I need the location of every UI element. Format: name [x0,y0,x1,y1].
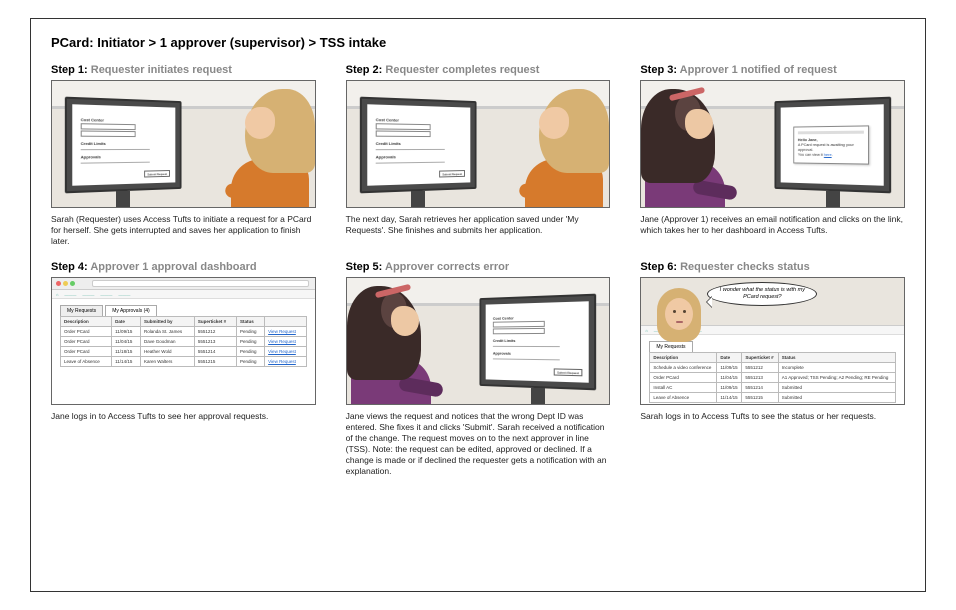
sarah-avatar [215,89,315,208]
step-5: Step 5: Approver corrects error Cost Cen… [346,261,611,477]
step-2-sub: Requester completes request [385,64,539,76]
step-1-caption: Sarah (Requester) uses Access Tufts to i… [51,214,316,247]
step-3-label: Step 3: [640,64,677,76]
step-2-caption: The next day, Sarah retrieves her applic… [346,214,611,236]
step-6: Step 6: Requester checks status I wonder… [640,261,905,477]
step-6-label: Step 6: [640,261,677,273]
step-2: Step 2: Requester completes request Cost… [346,64,611,247]
step-1-title: Step 1: Requester initiates request [51,64,316,76]
step-5-label: Step 5: [346,261,383,273]
step-grid: Step 1: Requester initiates request Cost… [51,64,905,477]
step-3: Step 3: Approver 1 notified of request H… [640,64,905,247]
step-4-sub: Approver 1 approval dashboard [90,261,256,273]
step-6-title: Step 6: Requester checks status [640,261,905,273]
tab-my-requests: My Requests [649,341,692,352]
page-title: PCard: Initiator > 1 approver (superviso… [51,35,905,50]
step-1-label: Step 1: [51,64,88,76]
step-3-title: Step 3: Approver 1 notified of request [640,64,905,76]
approvals-table: DescriptionDateSubmitted bySuperticket #… [60,316,307,367]
step-4-label: Step 4: [51,261,88,273]
jane-avatar [641,89,745,208]
sarah-face-icon [657,288,701,342]
step-1-sub: Requester initiates request [91,64,232,76]
step-3-caption: Jane (Approver 1) receives an email noti… [640,214,905,236]
step-5-caption: Jane views the request and notices that … [346,411,611,477]
requests-table: DescriptionDateSuperticket #Status Sched… [649,352,896,403]
email-link: here [824,152,832,157]
storyboard-page: PCard: Initiator > 1 approver (superviso… [30,18,926,592]
jane-avatar [347,286,451,405]
step-3-sub: Approver 1 notified of request [680,64,837,76]
email-body: A PCard request is awaiting your approva… [798,142,864,152]
step-5-sub: Approver corrects error [385,261,509,273]
step-2-title: Step 2: Requester completes request [346,64,611,76]
form-h2: Credit Limits [81,141,168,146]
speech-bubble: I wonder what the status is with my PCar… [707,282,817,306]
step-2-thumb: Cost Center Credit Limits Approvals Subm… [346,80,611,208]
step-2-label: Step 2: [346,64,383,76]
step-1: Step 1: Requester initiates request Cost… [51,64,316,247]
step-6-sub: Requester checks status [680,261,810,273]
submit-btn: Submit Request [144,170,170,177]
browser-window: I wonder what the status is with my PCar… [641,278,904,404]
sarah-avatar [509,89,609,208]
step-4-thumb: ⌂———————————— My Requests My Approvals (… [51,277,316,405]
form-h3: Approvals [81,154,168,160]
step-3-thumb: Hello Jane, A PCard request is awaiting … [640,80,905,208]
email-popup: Hello Jane, A PCard request is awaiting … [793,125,869,164]
step-4-caption: Jane logs in to Access Tufts to see her … [51,411,316,422]
step-4: Step 4: Approver 1 approval dashboard ⌂—… [51,261,316,477]
tab-my-approvals: My Approvals (4) [105,305,157,316]
step-1-thumb: Cost Center Credit Limits Approvals Subm… [51,80,316,208]
step-5-thumb: Cost Center Credit Limits Approvals Subm… [346,277,611,405]
step-6-thumb: I wonder what the status is with my PCar… [640,277,905,405]
browser-window: ⌂———————————— My Requests My Approvals (… [52,278,315,404]
step-6-caption: Sarah logs in to Access Tufts to see the… [640,411,905,422]
tab-my-requests: My Requests [60,305,103,316]
step-5-title: Step 5: Approver corrects error [346,261,611,273]
step-4-title: Step 4: Approver 1 approval dashboard [51,261,316,273]
